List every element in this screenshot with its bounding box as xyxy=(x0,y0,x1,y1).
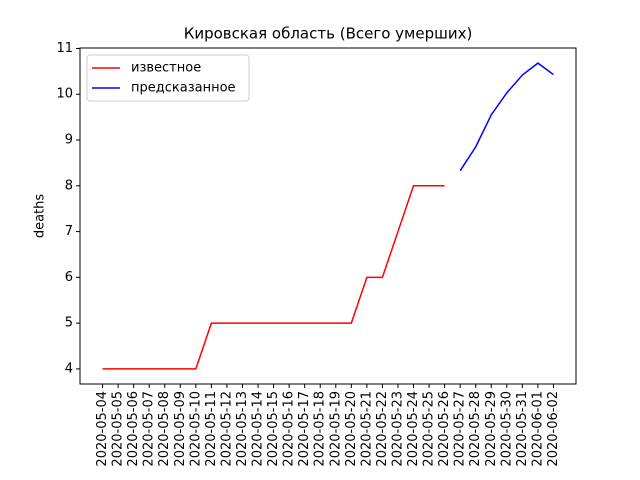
x-tick-label: 2020-05-11 xyxy=(204,391,219,467)
legend-label: предсказанное xyxy=(131,81,236,96)
x-tick-label: 2020-05-23 xyxy=(390,391,405,467)
y-tick-label: 10 xyxy=(56,87,73,102)
x-tick-label: 2020-05-25 xyxy=(422,391,437,467)
x-tick-label: 2020-05-07 xyxy=(142,391,157,467)
x-tick-label: 2020-06-01 xyxy=(530,391,545,467)
x-tick-label: 2020-05-04 xyxy=(95,391,110,467)
x-tick-label: 2020-05-13 xyxy=(235,391,250,467)
x-tick-label: 2020-05-18 xyxy=(313,391,328,467)
legend-box xyxy=(86,54,250,102)
x-tick-label: 2020-05-17 xyxy=(297,391,312,467)
legend-label: известное xyxy=(131,61,201,76)
x-tick-label: 2020-05-10 xyxy=(188,391,203,467)
x-tick-label: 2020-05-28 xyxy=(468,391,483,467)
x-tick-label: 2020-05-06 xyxy=(126,391,141,467)
x-tick-label: 2020-05-26 xyxy=(437,391,452,467)
y-tick-label: 5 xyxy=(65,316,73,331)
x-tick-label: 2020-05-21 xyxy=(359,391,374,467)
x-tick-label: 2020-05-09 xyxy=(173,391,188,467)
x-tick-label: 2020-05-14 xyxy=(251,391,266,467)
chart-title: Кировская область (Всего умерших) xyxy=(184,25,473,43)
x-tick-label: 2020-05-08 xyxy=(157,391,172,467)
y-tick-label: 8 xyxy=(65,178,73,193)
x-tick-label: 2020-05-12 xyxy=(219,391,234,467)
x-tick-label: 2020-05-30 xyxy=(499,391,514,467)
x-tick-label: 2020-05-15 xyxy=(266,391,281,467)
x-tick-label: 2020-05-31 xyxy=(515,391,530,467)
y-axis-label: deaths xyxy=(33,194,48,239)
x-tick-label: 2020-05-29 xyxy=(484,391,499,467)
plot-frame xyxy=(79,47,577,385)
y-tick-label: 11 xyxy=(56,41,73,56)
x-tick-label: 2020-05-05 xyxy=(111,391,126,467)
x-tick-label: 2020-05-20 xyxy=(344,391,359,467)
x-tick-label: 2020-05-24 xyxy=(406,391,421,467)
y-tick-label: 7 xyxy=(65,224,73,239)
x-tick-label: 2020-05-27 xyxy=(453,391,468,467)
data-line xyxy=(102,185,445,370)
y-tick-label: 4 xyxy=(65,361,73,376)
x-tick-label: 2020-06-02 xyxy=(546,391,561,467)
y-tick-label: 6 xyxy=(65,270,73,285)
data-line xyxy=(459,62,554,172)
x-tick-label: 2020-05-16 xyxy=(282,391,297,467)
y-tick-label: 9 xyxy=(65,133,73,148)
x-tick-label: 2020-05-19 xyxy=(328,391,343,467)
x-tick-label: 2020-05-22 xyxy=(375,391,390,467)
